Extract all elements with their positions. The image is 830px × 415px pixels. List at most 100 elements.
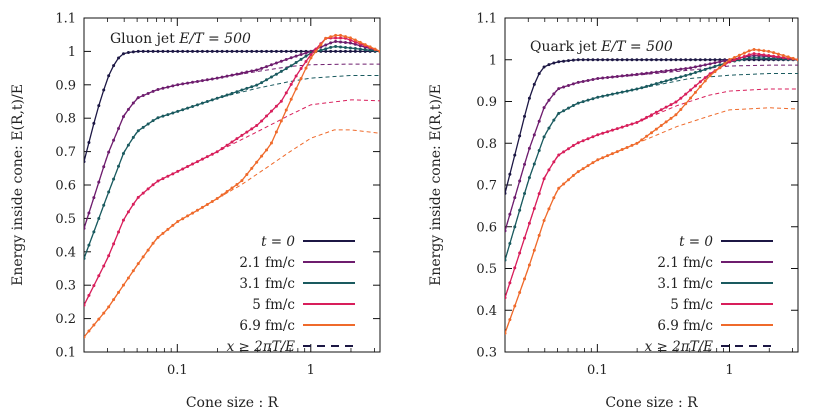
annotation-prefix: Gluon jet	[110, 31, 179, 47]
data-point	[265, 148, 269, 152]
data-point	[684, 58, 688, 62]
series-6-9-fm-c-dashed-line	[84, 129, 380, 338]
data-point	[718, 63, 722, 67]
data-point	[260, 66, 264, 70]
data-point	[601, 94, 605, 98]
data-point	[245, 49, 249, 53]
data-point	[260, 154, 264, 158]
data-point	[513, 153, 517, 157]
data-point	[591, 58, 595, 62]
data-point	[299, 67, 303, 71]
data-point	[713, 58, 717, 62]
data-point	[620, 148, 624, 152]
data-point	[542, 135, 546, 139]
data-point	[606, 154, 610, 158]
data-point	[324, 36, 328, 40]
data-point	[181, 82, 185, 86]
data-point	[571, 82, 575, 86]
data-point	[235, 72, 239, 76]
data-point	[645, 71, 649, 75]
x-tick-label: 0.1	[167, 363, 188, 378]
data-point	[141, 125, 145, 129]
data-point	[358, 47, 362, 51]
data-point	[284, 57, 288, 61]
data-point	[255, 160, 259, 164]
series-2-1-fm-c-markers	[84, 40, 380, 230]
data-point	[245, 70, 249, 74]
data-point	[84, 335, 86, 339]
data-point	[274, 49, 278, 53]
data-point	[747, 56, 751, 60]
data-point	[191, 162, 195, 166]
data-point	[684, 73, 688, 77]
data-point	[309, 53, 313, 57]
data-point	[146, 49, 150, 53]
data-point	[156, 49, 160, 53]
data-point	[664, 58, 668, 62]
data-point	[260, 119, 264, 123]
data-point	[117, 164, 121, 168]
data-point	[601, 156, 605, 160]
series-5-fm-c-dashed-line	[505, 88, 798, 298]
data-point	[166, 49, 170, 53]
y-tick-label: 0.2	[55, 312, 76, 327]
data-point	[166, 227, 170, 231]
y-tick-label: 0.5	[55, 212, 76, 227]
data-point	[107, 190, 111, 194]
data-point	[146, 122, 150, 126]
data-point	[161, 49, 165, 53]
data-point	[679, 75, 683, 79]
data-point	[742, 55, 746, 59]
data-point	[610, 75, 614, 79]
data-point	[693, 65, 697, 69]
data-point	[151, 89, 155, 93]
legend-label: 6.9 fm/c	[239, 318, 295, 334]
data-point	[151, 119, 155, 123]
data-point	[319, 48, 323, 52]
data-point	[191, 211, 195, 215]
data-point	[620, 125, 624, 129]
data-point	[339, 36, 343, 40]
data-point	[518, 251, 522, 255]
data-point	[136, 96, 140, 100]
data-point	[210, 77, 214, 81]
data-point	[84, 160, 86, 164]
data-point	[274, 130, 278, 134]
data-point	[645, 115, 649, 119]
data-point	[166, 85, 170, 89]
data-point	[235, 90, 239, 94]
data-point	[191, 104, 195, 108]
data-point	[689, 72, 693, 76]
data-point	[324, 43, 328, 47]
data-point	[571, 58, 575, 62]
data-point	[171, 172, 175, 176]
data-point	[557, 153, 561, 157]
data-point	[505, 229, 507, 233]
data-point	[630, 122, 634, 126]
data-point	[679, 58, 683, 62]
data-point	[772, 51, 776, 55]
plot-area	[505, 47, 798, 335]
data-point	[230, 140, 234, 144]
data-point	[693, 71, 697, 75]
data-point	[348, 46, 352, 50]
data-point	[757, 48, 761, 52]
data-point	[255, 49, 259, 53]
data-point	[176, 109, 180, 113]
data-point	[571, 103, 575, 107]
data-point	[92, 196, 96, 200]
data-point	[659, 80, 663, 84]
y-tick-label: 0.8	[476, 137, 497, 152]
data-point	[269, 63, 273, 67]
data-point	[601, 76, 605, 80]
data-point	[679, 107, 683, 111]
data-point	[645, 84, 649, 88]
series-3-1-fm-c-markers	[505, 56, 798, 262]
data-point	[156, 179, 160, 183]
data-point	[126, 276, 130, 280]
data-point	[343, 49, 347, 53]
data-point	[156, 235, 160, 239]
data-point	[121, 283, 125, 287]
data-point	[358, 40, 362, 44]
data-point	[269, 109, 273, 113]
